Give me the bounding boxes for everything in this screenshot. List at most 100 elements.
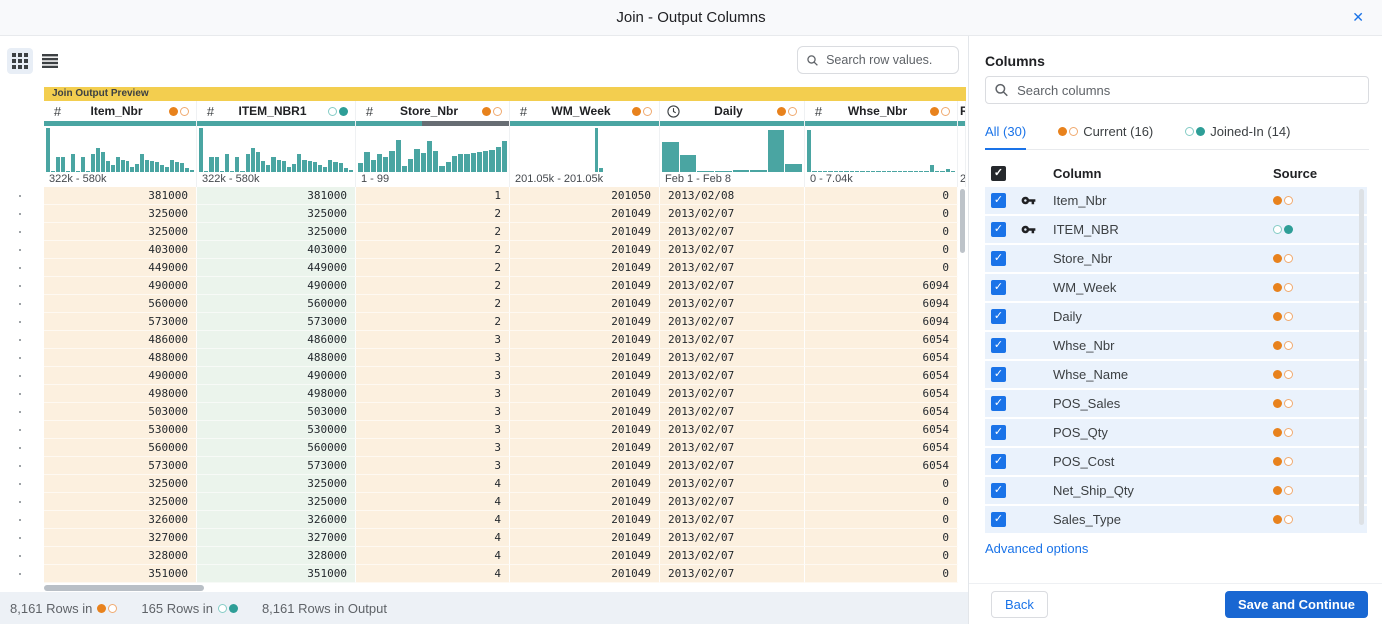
table-row[interactable]: 403000 403000 2 201049 2013/02/07 0 [44, 241, 968, 259]
table-cell[interactable]: 403000 [197, 241, 356, 259]
table-row[interactable]: 326000 326000 4 201049 2013/02/07 0 [44, 511, 968, 529]
table-cell[interactable]: 325000 [197, 475, 356, 493]
table-cell[interactable]: 351000 [44, 565, 197, 583]
row-checkbox[interactable] [991, 280, 1006, 295]
preview-column-header[interactable]: # Item_Nbr [44, 101, 196, 121]
table-cell[interactable]: 0 [805, 529, 958, 547]
table-cell[interactable]: 490000 [197, 367, 356, 385]
table-cell[interactable]: 2013/02/07 [660, 565, 805, 583]
column-histogram[interactable] [356, 127, 509, 172]
table-cell[interactable]: 2013/02/07 [660, 421, 805, 439]
table-cell[interactable]: 2013/02/07 [660, 493, 805, 511]
table-cell[interactable]: 0 [805, 223, 958, 241]
table-cell[interactable]: 2013/02/07 [660, 475, 805, 493]
table-cell[interactable]: 201049 [510, 349, 660, 367]
table-cell[interactable]: 2 [356, 241, 510, 259]
table-cell[interactable]: 328000 [197, 547, 356, 565]
preview-column-header[interactable]: # WM_Week [510, 101, 659, 121]
table-cell[interactable]: 325000 [44, 493, 197, 511]
table-cell[interactable]: 0 [805, 259, 958, 277]
table-cell[interactable]: 449000 [44, 259, 197, 277]
close-icon[interactable]: ✕ [1352, 9, 1364, 25]
table-cell[interactable]: 201049 [510, 547, 660, 565]
column-list-row[interactable]: Sales_Type [985, 506, 1367, 533]
table-cell[interactable]: 326000 [197, 511, 356, 529]
table-cell[interactable]: 560000 [44, 295, 197, 313]
table-cell[interactable]: 325000 [197, 493, 356, 511]
table-cell[interactable]: 327000 [44, 529, 197, 547]
table-cell[interactable]: 201049 [510, 277, 660, 295]
table-cell[interactable]: 328000 [44, 547, 197, 565]
tab-current[interactable]: Current (16) [1058, 124, 1153, 150]
table-cell[interactable]: 490000 [44, 367, 197, 385]
table-cell[interactable]: 573000 [44, 313, 197, 331]
table-row[interactable]: 325000 325000 4 201049 2013/02/07 0 [44, 475, 968, 493]
table-cell[interactable]: 573000 [197, 457, 356, 475]
table-cell[interactable]: 381000 [44, 187, 197, 205]
table-row[interactable]: 351000 351000 4 201049 2013/02/07 0 [44, 565, 968, 583]
table-cell[interactable]: 498000 [44, 385, 197, 403]
horizontal-scrollbar[interactable] [44, 585, 204, 591]
column-list-row[interactable]: WM_Week [985, 274, 1367, 301]
table-row[interactable]: 490000 490000 2 201049 2013/02/07 6094 [44, 277, 968, 295]
table-cell[interactable]: 503000 [197, 403, 356, 421]
sidebar-scrollbar[interactable] [1359, 189, 1364, 525]
table-row[interactable]: 503000 503000 3 201049 2013/02/07 6054 [44, 403, 968, 421]
table-cell[interactable]: 2013/02/07 [660, 295, 805, 313]
table-cell[interactable]: 351000 [197, 565, 356, 583]
column-list-row[interactable]: POS_Qty [985, 419, 1367, 446]
table-cell[interactable]: 6094 [805, 295, 958, 313]
grid-view-button[interactable] [7, 48, 33, 74]
table-cell[interactable]: 6094 [805, 313, 958, 331]
table-cell[interactable]: 201049 [510, 403, 660, 421]
table-cell[interactable]: 486000 [44, 331, 197, 349]
table-cell[interactable]: 326000 [44, 511, 197, 529]
table-cell[interactable]: 2013/02/07 [660, 277, 805, 295]
table-cell[interactable]: 6054 [805, 367, 958, 385]
table-cell[interactable]: 6054 [805, 403, 958, 421]
row-checkbox[interactable] [991, 425, 1006, 440]
table-cell[interactable]: 201049 [510, 241, 660, 259]
table-row[interactable]: 488000 488000 3 201049 2013/02/07 6054 [44, 349, 968, 367]
row-checkbox[interactable] [991, 193, 1006, 208]
table-cell[interactable]: 6094 [805, 277, 958, 295]
row-checkbox[interactable] [991, 396, 1006, 411]
table-cell[interactable]: 2013/02/07 [660, 205, 805, 223]
save-and-continue-button[interactable]: Save and Continue [1224, 591, 1368, 618]
column-list-row[interactable]: Net_Ship_Qty [985, 477, 1367, 504]
table-cell[interactable]: 2013/02/07 [660, 403, 805, 421]
table-cell[interactable]: 449000 [197, 259, 356, 277]
table-cell[interactable]: 201049 [510, 295, 660, 313]
table-cell[interactable]: 201050 [510, 187, 660, 205]
table-cell[interactable]: 2 [356, 277, 510, 295]
table-cell[interactable]: 2 [356, 313, 510, 331]
tab-all[interactable]: All (30) [985, 124, 1027, 150]
table-cell[interactable]: 0 [805, 565, 958, 583]
table-cell[interactable]: 573000 [197, 313, 356, 331]
table-cell[interactable]: 2013/02/07 [660, 241, 805, 259]
table-cell[interactable]: 325000 [44, 475, 197, 493]
table-cell[interactable]: 4 [356, 493, 510, 511]
column-histogram[interactable] [197, 127, 355, 172]
table-cell[interactable]: 325000 [44, 205, 197, 223]
table-cell[interactable]: 4 [356, 547, 510, 565]
table-cell[interactable]: 560000 [44, 439, 197, 457]
table-cell[interactable]: 490000 [44, 277, 197, 295]
column-list-row[interactable]: POS_Sales [985, 390, 1367, 417]
table-cell[interactable]: 530000 [197, 421, 356, 439]
table-cell[interactable]: 488000 [197, 349, 356, 367]
column-list-row[interactable]: Whse_Nbr [985, 332, 1367, 359]
table-cell[interactable]: 2 [356, 295, 510, 313]
table-cell[interactable]: 2013/02/07 [660, 313, 805, 331]
row-checkbox[interactable] [991, 251, 1006, 266]
table-cell[interactable]: 2 [356, 205, 510, 223]
table-cell[interactable]: 3 [356, 385, 510, 403]
table-cell[interactable]: 201049 [510, 439, 660, 457]
table-cell[interactable]: 503000 [44, 403, 197, 421]
table-row[interactable]: 325000 325000 2 201049 2013/02/07 0 [44, 205, 968, 223]
table-cell[interactable]: 201049 [510, 313, 660, 331]
table-cell[interactable]: 2013/02/07 [660, 529, 805, 547]
column-histogram[interactable] [44, 127, 196, 172]
column-list-row[interactable]: Item_Nbr [985, 187, 1367, 214]
table-row[interactable]: 325000 325000 2 201049 2013/02/07 0 [44, 223, 968, 241]
